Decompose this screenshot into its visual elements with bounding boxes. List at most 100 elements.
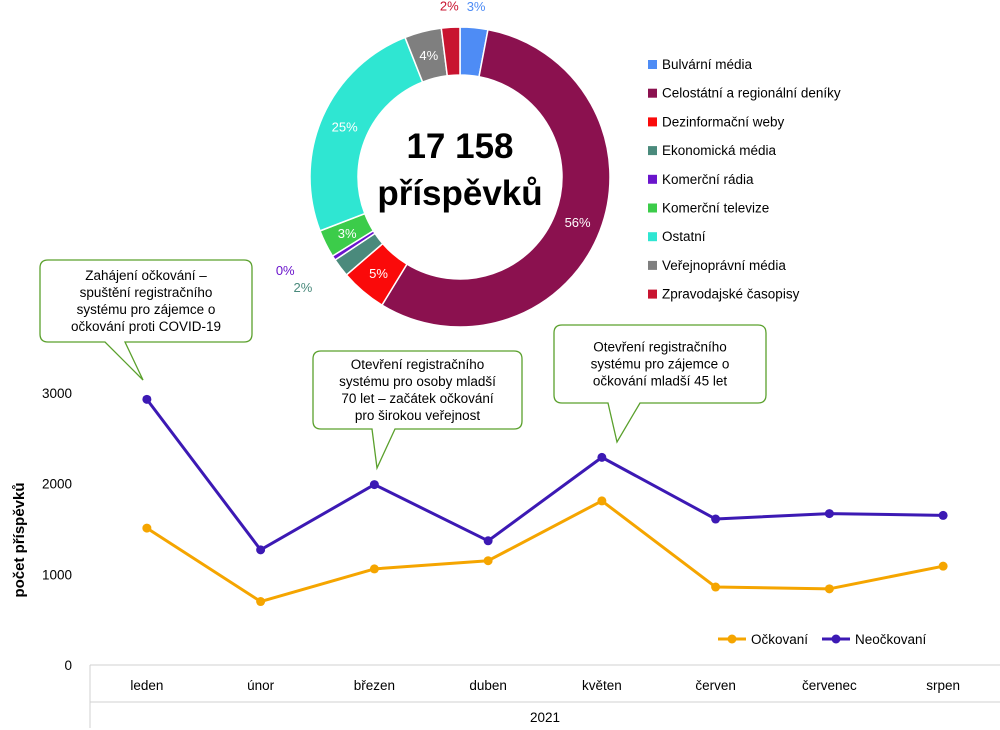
- donut-chart: 3% 56% 5% 2% 0% 3% 25% 4% 2%: [276, 0, 611, 328]
- legend-item: Ostatní: [648, 229, 706, 244]
- series-point: [369, 564, 379, 574]
- x-tick-label: květen: [582, 678, 622, 693]
- legend-swatch: [648, 232, 657, 242]
- legend-item: Komerční televize: [648, 201, 769, 216]
- legend-swatch: [648, 146, 657, 156]
- donut-value-label: 2%: [440, 0, 459, 13]
- series-point: [824, 584, 834, 594]
- callout-text: pro širokou veřejnost: [355, 408, 481, 423]
- donut-value-label: 56%: [565, 215, 591, 230]
- callout-text: očkování proti COVID-19: [71, 319, 221, 334]
- line-legend-item: Neočkovaní: [822, 632, 927, 647]
- y-tick-label: 2000: [42, 477, 72, 492]
- y-axis-title: počet příspěvků: [11, 482, 28, 597]
- donut-slice: [440, 26, 461, 77]
- series-point: [597, 496, 607, 506]
- line-legend-label: Očkovaní: [751, 632, 808, 647]
- line-legend-marker: [727, 634, 737, 644]
- donut-value-label: 25%: [332, 119, 358, 134]
- callouts: Zahájení očkování – spuštění registračníh…: [39, 259, 767, 471]
- donut-center-unit: příspěvků: [377, 174, 542, 213]
- x-tick-label: červen: [695, 678, 736, 693]
- series-point: [256, 545, 266, 555]
- donut-value-label: 2%: [294, 280, 313, 295]
- legend-label: Celostátní a regionální deníky: [662, 86, 841, 101]
- line-legend-label: Neočkovaní: [855, 632, 927, 647]
- y-tick-label: 0: [64, 658, 72, 673]
- donut-value-label: 3%: [338, 226, 357, 241]
- y-tick-label: 1000: [42, 567, 72, 582]
- line-chart-series: [142, 394, 948, 607]
- series-point: [142, 523, 152, 533]
- x-tick-label: leden: [130, 678, 163, 693]
- legend-swatch: [648, 117, 657, 127]
- callout-text: Otevření registračního: [351, 357, 485, 372]
- series-point: [483, 536, 493, 546]
- callout: Otevření registračního systému pro osoby …: [312, 350, 523, 471]
- series-point: [369, 480, 379, 490]
- legend-label: Bulvární média: [662, 57, 753, 72]
- legend-label: Komerční rádia: [662, 172, 754, 187]
- legend-label: Dezinformační weby: [662, 114, 785, 129]
- donut-value-label: 3%: [467, 0, 486, 14]
- x-tick-label: duben: [469, 678, 507, 693]
- series-point: [483, 556, 493, 566]
- callout-text: Otevření registračního: [593, 340, 727, 355]
- series-point: [711, 582, 721, 592]
- callout-text: spuštění registračního: [80, 285, 213, 300]
- x-tick-label: březen: [354, 678, 395, 693]
- series-point: [711, 514, 721, 524]
- legend-swatch: [648, 88, 657, 98]
- callout-box: [553, 324, 767, 444]
- x-tick-label: srpen: [926, 678, 960, 693]
- y-tick-label: 3000: [42, 386, 72, 401]
- callout-text: Zahájení očkování –: [85, 268, 207, 283]
- legend-swatch: [648, 260, 657, 270]
- legend-item: Dezinformační weby: [648, 114, 785, 129]
- callout-text: očkování mladší 45 let: [593, 374, 728, 389]
- callout-text: systému pro osoby mladší: [339, 374, 496, 389]
- series-point: [256, 597, 266, 607]
- donut-value-label: 0%: [276, 263, 295, 278]
- legend-item: Zpravodajské časopisy: [648, 287, 800, 302]
- line-chart-axes: 0 1000 2000 3000 počet příspěvků leden únor bře…: [11, 386, 1000, 728]
- legend-item: Ekonomická média: [648, 143, 777, 158]
- legend-swatch: [648, 174, 657, 184]
- legend-label: Ekonomická média: [662, 143, 777, 158]
- legend-item: Celostátní a regionální deníky: [648, 86, 841, 101]
- legend-label: Veřejnoprávní média: [662, 258, 786, 273]
- x-axis-group-label: 2021: [530, 710, 560, 725]
- series-point: [938, 561, 948, 571]
- legend-label: Zpravodajské časopisy: [662, 287, 800, 302]
- donut-value-label: 5%: [369, 266, 388, 281]
- legend-item: Komerční rádia: [648, 172, 754, 187]
- series-point: [938, 510, 948, 520]
- line-legend-marker: [831, 634, 841, 644]
- legend-swatch: [648, 203, 657, 213]
- series-line: [146, 499, 944, 604]
- callout: Zahájení očkování – spuštění registračníh…: [39, 259, 253, 381]
- series-line: [145, 398, 944, 552]
- donut-slice: [380, 28, 611, 328]
- legend-item: Bulvární média: [648, 57, 753, 72]
- x-tick-label: červenec: [802, 678, 857, 693]
- legend-label: Ostatní: [662, 229, 706, 244]
- callout-box: [312, 350, 523, 471]
- callout-box: [39, 259, 253, 381]
- x-tick-label: únor: [247, 678, 275, 693]
- series-point: [142, 394, 152, 404]
- callout-text: systému pro zájemce o: [77, 302, 216, 317]
- line-legend-item: Očkovaní: [718, 632, 808, 647]
- series-point: [597, 452, 607, 462]
- callout: Otevření registračního systému pro zájemc…: [553, 324, 767, 444]
- legend-swatch: [648, 289, 657, 299]
- donut-center-total: 17 158: [406, 127, 513, 166]
- donut-value-label: 4%: [419, 48, 438, 63]
- legend-label: Komerční televize: [662, 201, 769, 216]
- legend-item: Veřejnoprávní média: [648, 258, 786, 273]
- callout-text: systému pro zájemce o: [591, 357, 730, 372]
- line-legend: Očkovaní Neočkovaní: [718, 632, 927, 647]
- donut-legend: Bulvární média Celostátní a regionální de…: [648, 57, 841, 302]
- legend-swatch: [648, 60, 657, 69]
